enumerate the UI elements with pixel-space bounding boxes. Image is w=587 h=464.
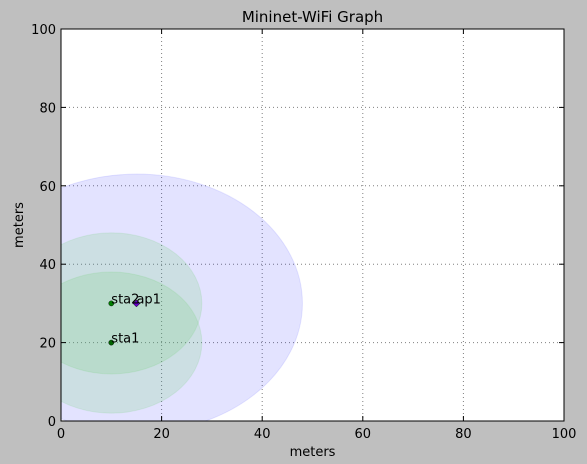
node-marker-sta2 [108,300,115,307]
y-tick-label: 20 [39,337,56,352]
x-tick-label: 60 [355,427,372,442]
x-tick-label: 0 [57,427,65,442]
chart-title: Mininet-WiFi Graph [242,8,383,26]
range-circle-ap1 [61,173,303,421]
x-tick-label: 40 [254,427,271,442]
range-circles [61,173,303,421]
x-tick-label: 100 [552,427,577,442]
x-tick-label: 80 [455,427,472,442]
x-tick-label: 20 [153,427,170,442]
grid-lines [61,29,564,421]
y-tick-label: 0 [48,415,56,430]
y-axis-label: meters [12,202,27,248]
y-tick-label: 60 [39,180,56,195]
y-tick-label: 80 [39,101,56,116]
x-axis-label: meters [290,445,336,460]
station-nodes [108,299,141,346]
node-label-ap1: ap1 [136,292,161,307]
plot-area [61,29,564,421]
node-marker-sta1 [108,339,115,346]
node-label-sta2: sta2 [111,292,139,307]
node-label-sta1: sta1 [111,332,139,347]
node-marker-ap1 [132,299,141,308]
axis-ticks: 0 20 40 60 80 100 0 20 40 60 80 100 [31,23,576,442]
range-circle-sta2 [61,232,203,375]
range-circle-sta1 [61,271,203,414]
y-tick-label: 40 [39,258,56,273]
y-tick-label: 100 [31,23,56,38]
plot-frame [60,28,565,422]
